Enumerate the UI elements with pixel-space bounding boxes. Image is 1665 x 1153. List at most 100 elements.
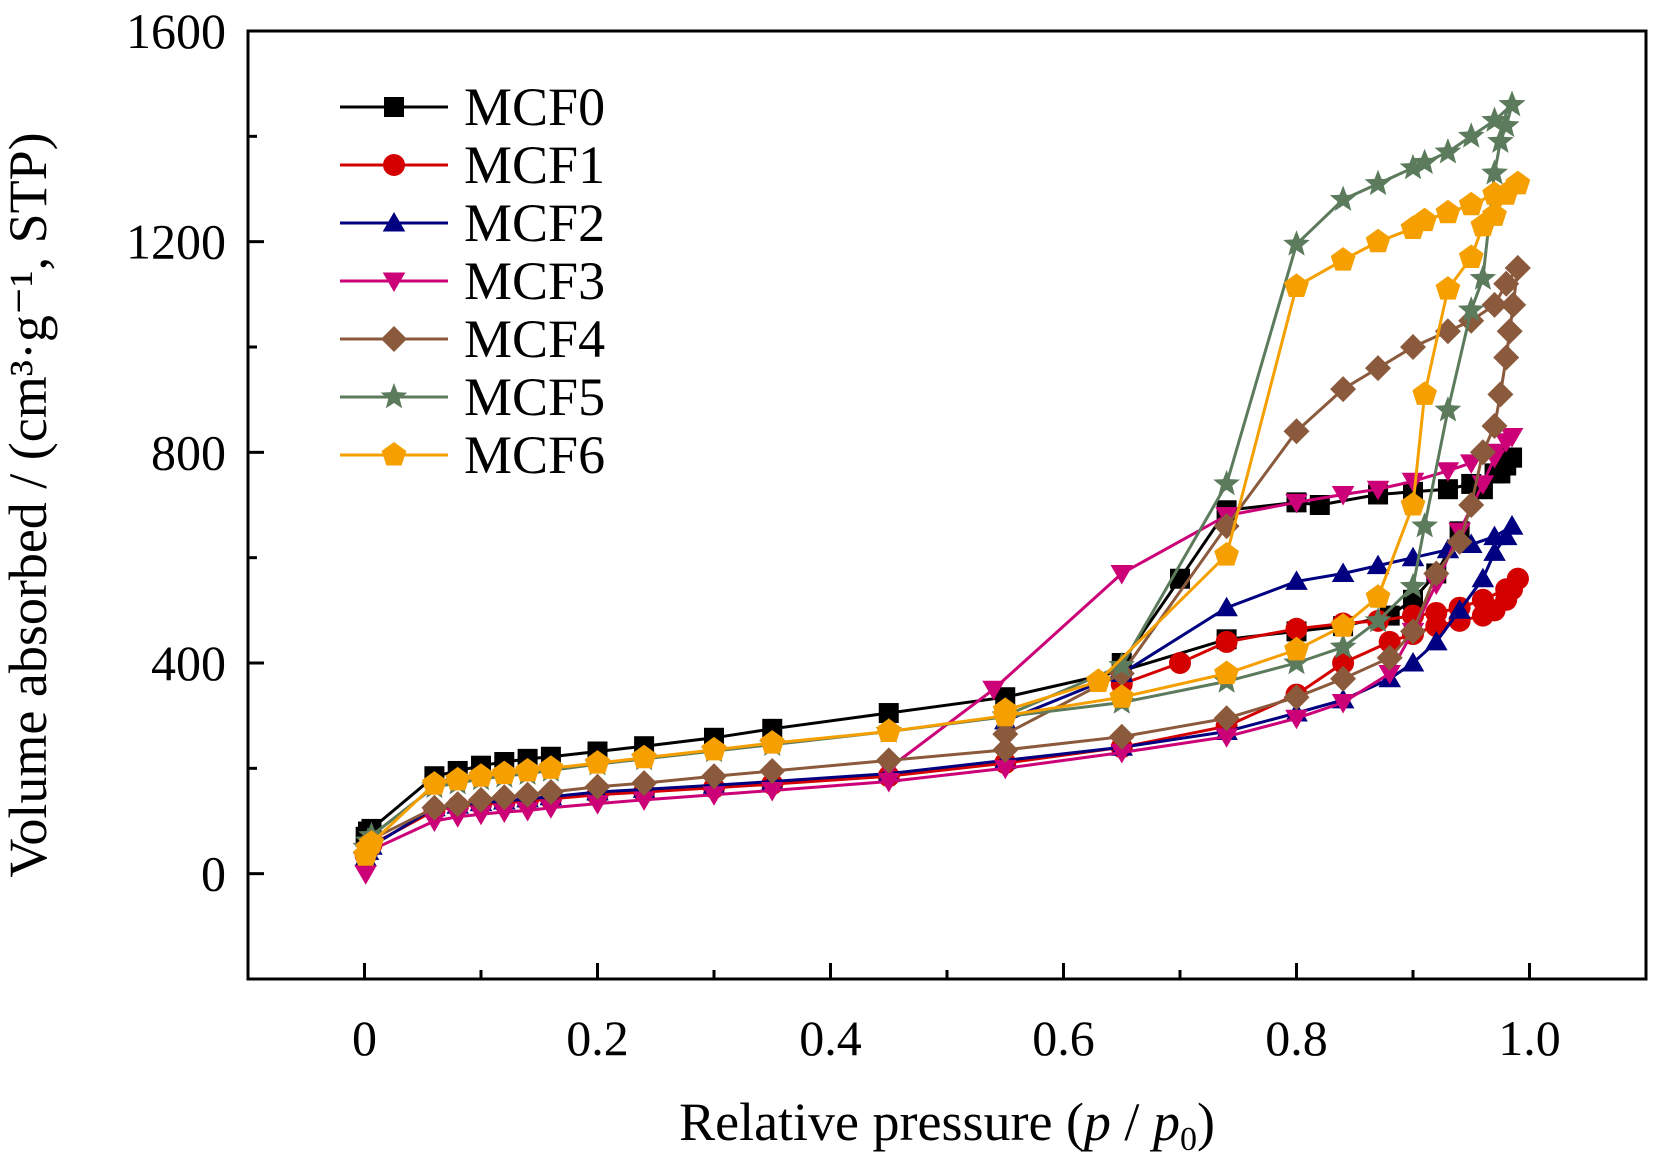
- y-tick-label: 800: [151, 424, 226, 480]
- data-point: [761, 782, 784, 802]
- y-axis-title: Volume absorbed / (cm³·g⁻¹, STP): [0, 132, 58, 877]
- data-point: [1505, 170, 1531, 195]
- data-point: [877, 773, 900, 793]
- data-point: [1437, 479, 1458, 500]
- data-point: [1364, 606, 1392, 633]
- legend-label: MCF3: [464, 251, 605, 311]
- data-point: [468, 763, 494, 787]
- legend-marker: [383, 154, 405, 176]
- data-point: [444, 791, 471, 818]
- data-point: [1376, 644, 1403, 671]
- x-axis-title-text: Relative pressure (: [679, 1092, 1084, 1152]
- legend-entry-MCF0: MCF0: [340, 77, 605, 137]
- x-tick-label: 0.6: [1032, 1010, 1095, 1066]
- data-point: [1110, 744, 1133, 764]
- data-point: [1399, 153, 1427, 180]
- data-point: [1329, 633, 1357, 659]
- data-point: [1411, 512, 1438, 538]
- series-layer: [352, 90, 1531, 885]
- data-point: [1331, 694, 1355, 714]
- data-point: [586, 795, 609, 815]
- data-point: [584, 773, 611, 800]
- data-point: [1086, 668, 1111, 692]
- data-point: [1365, 584, 1391, 608]
- data-point: [1411, 148, 1438, 174]
- data-point: [1496, 318, 1523, 345]
- data-point: [1331, 486, 1355, 506]
- data-point: [1283, 418, 1310, 445]
- data-point: [1469, 439, 1496, 466]
- x-tick-label: 0.8: [1265, 1010, 1328, 1066]
- data-point: [1436, 462, 1460, 482]
- legend-label: MCF4: [464, 309, 605, 369]
- data-point: [992, 697, 1018, 721]
- data-point: [359, 830, 384, 854]
- data-point: [1458, 244, 1484, 268]
- legend-entry-MCF2: MCF2: [340, 193, 605, 253]
- data-point: [992, 721, 1019, 748]
- legend-label: MCF1: [464, 135, 605, 195]
- data-point: [514, 781, 541, 808]
- data-point: [759, 730, 785, 754]
- data-point: [1481, 413, 1508, 439]
- data-point: [1500, 428, 1524, 448]
- data-point: [1364, 169, 1392, 196]
- data-point: [1487, 381, 1514, 408]
- legend-label: MCF6: [464, 425, 605, 485]
- y-tick-label: 0: [201, 846, 226, 902]
- data-point: [1378, 630, 1401, 653]
- data-point: [1460, 454, 1483, 474]
- data-point: [538, 755, 564, 779]
- data-point: [421, 794, 448, 821]
- data-point: [1213, 705, 1240, 732]
- data-point: [1492, 111, 1520, 138]
- data-point: [1285, 709, 1308, 730]
- data-point: [1108, 723, 1135, 750]
- data-point: [1481, 159, 1508, 185]
- data-point: [1284, 273, 1309, 297]
- data-point: [1493, 344, 1520, 371]
- data-point: [1285, 493, 1308, 514]
- series-MCF1: [354, 567, 1529, 867]
- data-point: [515, 758, 540, 782]
- data-point: [1285, 617, 1308, 640]
- data-point: [701, 736, 727, 761]
- data-point: [1435, 276, 1461, 300]
- data-point: [1399, 572, 1427, 598]
- data-point: [1110, 565, 1133, 585]
- legend-entry-MCF4: MCF4: [340, 309, 605, 369]
- x-tick-label: 0: [352, 1010, 377, 1066]
- legend-marker: [381, 442, 407, 466]
- data-point: [1365, 228, 1391, 253]
- x-axis-title-p: p: [1080, 1092, 1111, 1152]
- legend-marker: [380, 383, 408, 409]
- x-axis-title: Relative pressure (p / p0): [679, 1092, 1215, 1153]
- data-point: [354, 865, 377, 885]
- data-point: [1483, 525, 1506, 546]
- data-point: [537, 779, 564, 805]
- x-tick-label: 0.4: [799, 1010, 862, 1066]
- data-point: [1423, 560, 1450, 587]
- data-point: [1109, 684, 1135, 708]
- data-point: [1332, 652, 1355, 674]
- data-point: [491, 760, 517, 785]
- data-point: [759, 758, 786, 784]
- data-point: [1329, 185, 1357, 211]
- x-axis-title-slash: /: [1111, 1092, 1153, 1152]
- data-point: [1365, 355, 1391, 382]
- data-point: [992, 736, 1019, 763]
- data-point: [1500, 515, 1524, 535]
- series-line-desorption: [1004, 267, 1520, 736]
- legend-entry-MCF3: MCF3: [340, 251, 605, 311]
- data-point: [875, 747, 902, 774]
- data-point: [1457, 296, 1485, 322]
- data-point: [878, 703, 899, 724]
- data-point: [446, 808, 469, 828]
- data-point: [493, 803, 516, 823]
- data-point: [1366, 480, 1390, 501]
- data-point: [1448, 599, 1471, 619]
- data-point: [994, 759, 1017, 780]
- data-point: [1215, 728, 1238, 748]
- data-point: [1331, 562, 1355, 582]
